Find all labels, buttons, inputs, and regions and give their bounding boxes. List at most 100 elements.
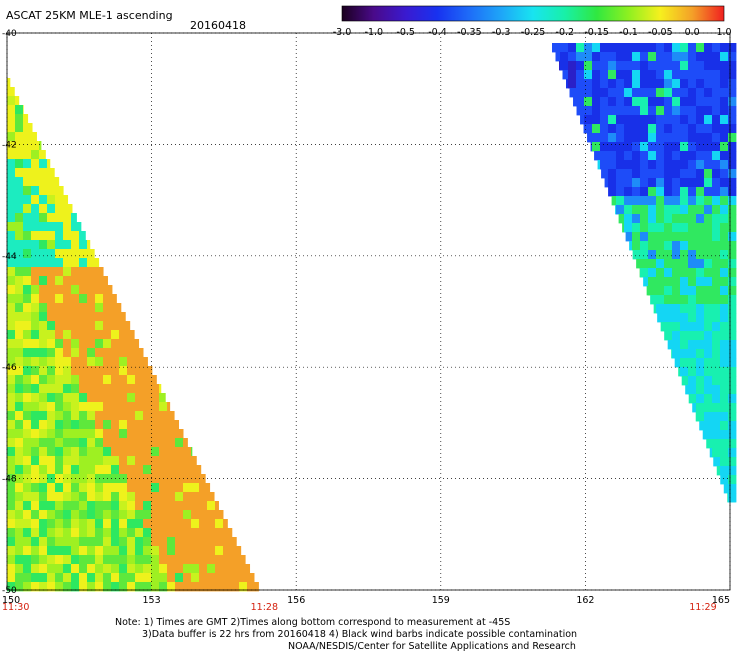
swath-cell (712, 448, 720, 457)
swath-cell (135, 348, 143, 357)
swath-cell (624, 79, 632, 88)
swath-cell (47, 186, 55, 195)
swath-cell (31, 276, 39, 285)
swath-cell (680, 133, 688, 142)
swath-cell (151, 384, 159, 393)
swath-cell (648, 259, 656, 268)
swath-cell (95, 411, 103, 420)
swath-cell (672, 97, 680, 106)
swath-cell (103, 546, 111, 555)
swath-cell (127, 537, 135, 546)
swath-cell (47, 303, 55, 312)
swath-cell (704, 385, 712, 394)
swath-cell (95, 447, 103, 456)
swath-cell (111, 528, 119, 537)
swath-cell (111, 429, 119, 438)
swath-cell (672, 106, 680, 115)
swath-cell (720, 349, 728, 358)
swath-cell (648, 277, 656, 286)
swath-cell (720, 322, 728, 331)
swath-cell (664, 196, 672, 205)
swath-cell (47, 564, 55, 573)
swath-cell (712, 169, 720, 178)
swath-cell (111, 573, 119, 582)
swath-cell (656, 250, 664, 259)
swath-cell (704, 322, 712, 331)
swath-cell (728, 295, 736, 304)
swath-cell (207, 546, 215, 555)
swath-cell (680, 232, 688, 241)
swath-cell (39, 204, 47, 213)
swath-cell (23, 357, 31, 366)
swath-cell (648, 151, 656, 160)
swath-cell (720, 457, 728, 466)
swath-cell (87, 294, 95, 303)
swath-cell (648, 250, 656, 259)
swath-cell (624, 160, 632, 169)
swath-cell (95, 393, 103, 402)
swath-cell (143, 402, 151, 411)
swath-cell (63, 294, 71, 303)
swath-cell (640, 205, 648, 214)
swath-cell (95, 438, 103, 447)
swath-cell (688, 223, 696, 232)
swath-cell (688, 385, 696, 394)
swath-cell (151, 420, 159, 429)
swath-cell (680, 115, 688, 124)
swath-cell (728, 178, 736, 187)
swath-cell (95, 456, 103, 465)
swath-cell (704, 43, 712, 52)
swath-cell (728, 52, 736, 61)
colorbar-label: -3.0 (333, 27, 352, 38)
swath-cell (704, 115, 712, 124)
swath-cell (664, 187, 672, 196)
swath-cell (159, 501, 167, 510)
swath-cell (704, 187, 712, 196)
swath-cell (728, 160, 736, 169)
swath-cell (143, 456, 151, 465)
swath-cell (111, 555, 119, 564)
swath-cell (672, 259, 680, 268)
swath-cell (199, 519, 207, 528)
swath-cell (63, 573, 71, 582)
swath-cell (23, 510, 31, 519)
swath-cell (207, 528, 215, 537)
swath-cell (111, 456, 119, 465)
swath-cell (720, 196, 728, 205)
swath-cell (688, 259, 696, 268)
swath-cell (143, 510, 151, 519)
swath-cell (79, 528, 87, 537)
swath-cell (47, 438, 55, 447)
swath-cell (728, 304, 736, 313)
swath-cell (592, 115, 600, 124)
swath-cell (143, 501, 151, 510)
swath-cell (39, 177, 47, 186)
swath-cell (135, 384, 143, 393)
swath-cell (103, 303, 111, 312)
swath-cell (143, 492, 151, 501)
swath-cell (87, 357, 95, 366)
swath-cell (712, 214, 720, 223)
colorbar-label: -0.1 (619, 27, 638, 38)
swath-cell (640, 133, 648, 142)
swath-cell (15, 159, 23, 168)
swath-cell (239, 555, 246, 564)
swath-cell (640, 106, 648, 115)
note-line-1: Note: 1) Times are GMT 2)Times along bot… (115, 617, 577, 629)
swath-cell (31, 249, 39, 258)
swath-cell (712, 124, 720, 133)
swath-cell (720, 250, 728, 259)
swath-cell (728, 250, 736, 259)
swath-cell (39, 168, 47, 177)
swath-cell (664, 178, 672, 187)
swath-cell (39, 546, 47, 555)
swath-cell (648, 232, 656, 241)
swath-cell (712, 385, 720, 394)
swath-cell (151, 528, 159, 537)
swath-cell (87, 483, 95, 492)
swath-cell (87, 303, 95, 312)
swath-cell (704, 412, 712, 421)
swath-cell (648, 52, 656, 61)
swath-cell (648, 223, 656, 232)
swath-cell (103, 411, 111, 420)
